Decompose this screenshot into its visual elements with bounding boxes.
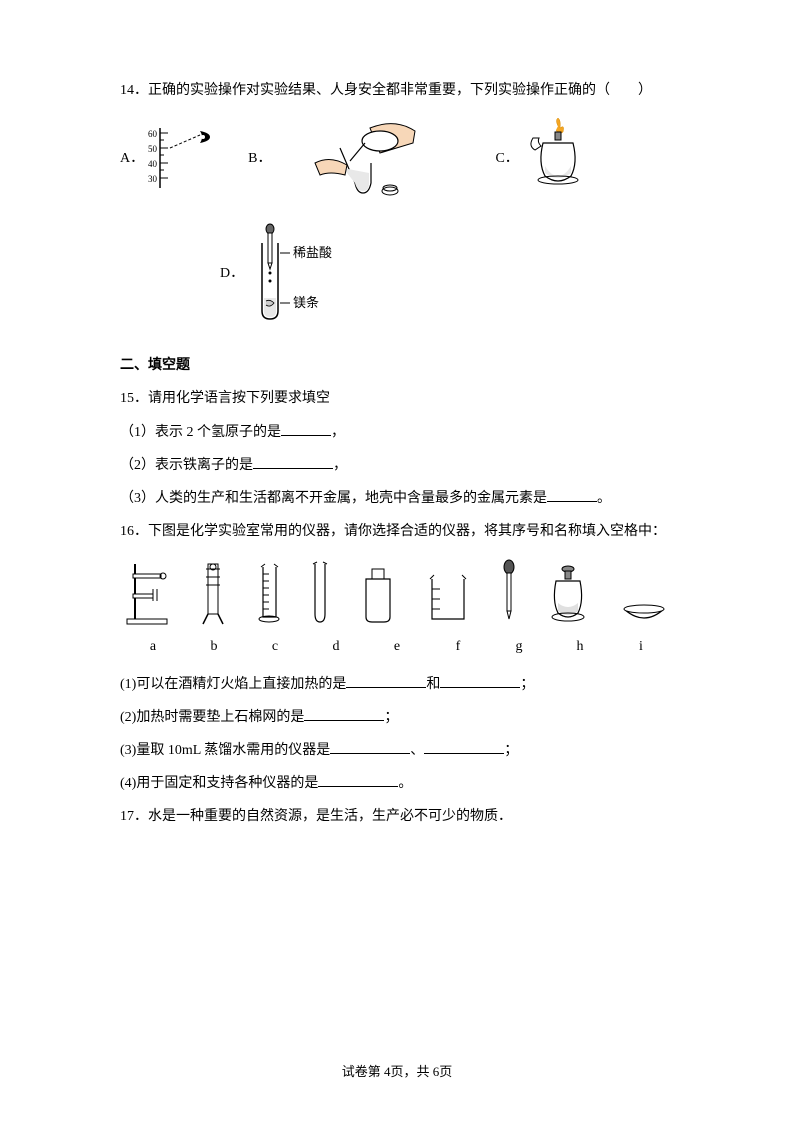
label-acid: 稀盐酸 bbox=[293, 245, 332, 260]
label-i: i bbox=[626, 634, 656, 659]
blank-field[interactable] bbox=[253, 453, 333, 469]
section-2-title: 二、填空题 bbox=[120, 353, 674, 378]
option-d: D． 稀盐酸 镁条 bbox=[220, 223, 674, 323]
option-c-label: C． bbox=[495, 146, 518, 171]
q16-sub2: (2)加热时需要垫上石棉网的是； bbox=[120, 705, 674, 730]
option-c: C． bbox=[495, 118, 592, 198]
apparatus-diagram-row bbox=[120, 559, 674, 629]
label-f: f bbox=[443, 634, 473, 659]
svg-text:60: 60 bbox=[148, 129, 158, 139]
q15-sub2: （2）表示铁离子的是， bbox=[120, 453, 674, 478]
page-footer: 试卷第 4页，共 6页 bbox=[0, 1060, 794, 1083]
blank-field[interactable] bbox=[547, 486, 597, 502]
option-b: B． bbox=[248, 113, 435, 203]
q16-sub4: (4)用于固定和支持各种仪器的是。 bbox=[120, 771, 674, 796]
blank-field[interactable] bbox=[281, 420, 331, 436]
apparatus-g-dropper bbox=[500, 559, 518, 629]
blank-field[interactable] bbox=[346, 672, 426, 688]
q16-number: 16． bbox=[120, 524, 148, 539]
apparatus-f-beaker bbox=[426, 569, 471, 629]
apparatus-c-cylinder bbox=[257, 559, 282, 629]
blank-field[interactable] bbox=[440, 672, 520, 688]
apparatus-h-lamp bbox=[546, 559, 591, 629]
svg-text:40: 40 bbox=[148, 159, 158, 169]
question-17: 17．水是一种重要的自然资源，是生活，生产必不可少的物质． bbox=[120, 804, 674, 829]
question-15: 15．请用化学语言按下列要求填空 bbox=[120, 386, 674, 411]
label-e: e bbox=[382, 634, 412, 659]
option-d-label: D． bbox=[220, 261, 244, 286]
blank-field[interactable] bbox=[330, 738, 410, 754]
q14-options-row1: A． 60 50 40 30 B． bbox=[120, 113, 674, 203]
q15-sub1: （1）表示 2 个氢原子的是， bbox=[120, 420, 674, 445]
q16-sub3: (3)量取 10mL 蒸馏水需用的仪器是、； bbox=[120, 738, 674, 763]
label-a: a bbox=[138, 634, 168, 659]
option-a-label: A． bbox=[120, 146, 144, 171]
svg-text:50: 50 bbox=[148, 144, 158, 154]
svg-text:30: 30 bbox=[148, 174, 158, 184]
label-b: b bbox=[199, 634, 229, 659]
blank-field[interactable] bbox=[304, 705, 384, 721]
question-14: 14．正确的实验操作对实验结果、人身安全都非常重要，下列实验操作正确的（ ） bbox=[120, 78, 674, 103]
ruler-eye-diagram: 60 50 40 30 bbox=[148, 123, 218, 193]
q14-text: 正确的实验操作对实验结果、人身安全都非常重要，下列实验操作正确的（ ） bbox=[148, 83, 652, 98]
label-c: c bbox=[260, 634, 290, 659]
option-a: A． 60 50 40 30 bbox=[120, 123, 218, 193]
label-mg: 镁条 bbox=[293, 295, 319, 310]
apparatus-b-clamp bbox=[198, 559, 228, 629]
label-d: d bbox=[321, 634, 351, 659]
q15-text: 请用化学语言按下列要求填空 bbox=[148, 391, 330, 406]
blank-field[interactable] bbox=[318, 771, 398, 787]
pouring-hand-diagram bbox=[275, 113, 435, 203]
apparatus-d-testtube bbox=[310, 559, 330, 629]
apparatus-e-bottle bbox=[358, 559, 398, 629]
apparatus-i-dish bbox=[619, 599, 669, 629]
question-16: 16．下图是化学实验室常用的仪器，请你选择合适的仪器，将其序号和名称填入空格中： bbox=[120, 519, 674, 544]
label-h: h bbox=[565, 634, 595, 659]
q15-number: 15． bbox=[120, 391, 148, 406]
apparatus-labels-row: a b c d e f g h i bbox=[120, 634, 674, 659]
q15-sub3: （3）人类的生产和生活都离不开金属，地壳中含量最多的金属元素是。 bbox=[120, 486, 674, 511]
blank-field[interactable] bbox=[424, 738, 504, 754]
q17-text: 水是一种重要的自然资源，是生活，生产必不可少的物质． bbox=[148, 809, 512, 824]
label-g: g bbox=[504, 634, 534, 659]
alcohol-lamp-diagram bbox=[523, 118, 593, 198]
q16-sub1: (1)可以在酒精灯火焰上直接加热的是和； bbox=[120, 672, 674, 697]
apparatus-a-stand bbox=[125, 559, 170, 629]
option-b-label: B． bbox=[248, 146, 271, 171]
q16-text: 下图是化学实验室常用的仪器，请你选择合适的仪器，将其序号和名称填入空格中： bbox=[148, 524, 666, 539]
q14-number: 14． bbox=[120, 83, 148, 98]
dropper-tube-diagram: 稀盐酸 镁条 bbox=[248, 223, 358, 323]
q17-number: 17． bbox=[120, 809, 148, 824]
